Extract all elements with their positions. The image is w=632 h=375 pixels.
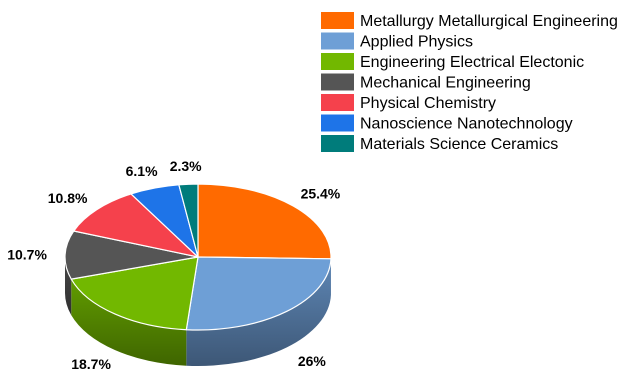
- legend-label-mechanical-engineering: Mechanical Engineering: [360, 75, 531, 92]
- legend-swatch-nanoscience-nanotechnology: [321, 115, 354, 132]
- value-label-nanoscience-nanotechnology: 6.1%: [126, 163, 158, 179]
- legend-swatch-engineering-electrical-electonic: [321, 53, 354, 70]
- legend-label-physical-chemistry: Physical Chemistry: [360, 95, 496, 112]
- value-label-metallurgy-metallurgical-engineering: 25.4%: [301, 185, 341, 201]
- value-label-mechanical-engineering: 10.7%: [7, 246, 47, 262]
- legend-swatch-metallurgy-metallurgical-engineering: [321, 12, 354, 29]
- legend-label-metallurgy-metallurgical-engineering: Metallurgy Metallurgical Engineering: [360, 13, 618, 30]
- value-label-engineering-electrical-electonic: 18.7%: [71, 356, 111, 370]
- legend-label-applied-physics: Applied Physics: [360, 34, 473, 51]
- legend-swatch-physical-chemistry: [321, 94, 354, 111]
- legend-swatch-applied-physics: [321, 33, 354, 50]
- legend-label-engineering-electrical-electonic: Engineering Electrical Electonic: [360, 54, 584, 71]
- value-label-physical-chemistry: 10.8%: [48, 190, 88, 206]
- value-label-materials-science-ceramics: 2.3%: [170, 158, 202, 174]
- legend-label-nanoscience-nanotechnology: Nanoscience Nanotechnology: [360, 116, 573, 133]
- value-label-applied-physics: 26%: [298, 353, 327, 369]
- legend-swatch-materials-science-ceramics: [321, 135, 354, 152]
- legend-label-materials-science-ceramics: Materials Science Ceramics: [360, 136, 558, 153]
- legend-swatch-mechanical-engineering: [321, 74, 354, 91]
- legend: Metallurgy Metallurgical Engineering Appl…: [321, 12, 618, 153]
- pie-group: [65, 184, 331, 366]
